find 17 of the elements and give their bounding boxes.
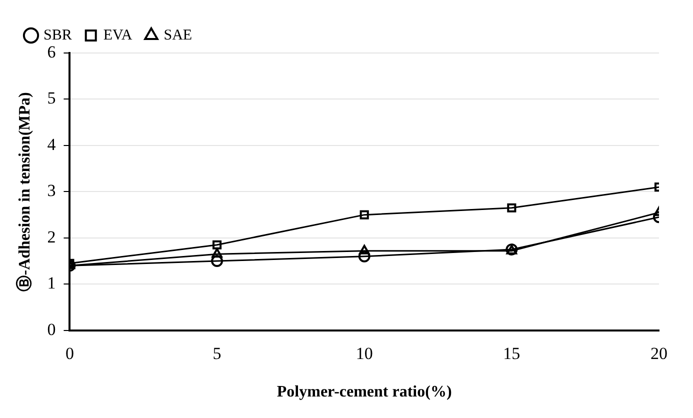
legend-label: EVA [103,27,132,44]
y-tick-label: 0 [47,320,56,339]
y-tick-label: 4 [47,134,56,154]
x-tick-label: 20 [650,344,668,364]
x-tick-label: 10 [356,344,373,364]
y-tick-label: 5 [47,88,56,108]
x-axis-title: Polymer-cement ratio(%) [276,384,452,401]
legend-label: SAE [164,27,192,44]
y-axis-title: Ⓑ-Adhesion in tension(MPa) [16,92,34,292]
x-tick-label: 15 [503,344,520,364]
legend-label: SBR [44,27,72,44]
y-tick-label: 1 [47,274,56,293]
x-tick-label: 5 [212,344,222,364]
y-tick-label: 6 [47,42,56,62]
y-tick-label: 2 [47,227,56,246]
x-tick-label: 0 [65,344,74,364]
y-tick-label: 3 [47,181,56,200]
